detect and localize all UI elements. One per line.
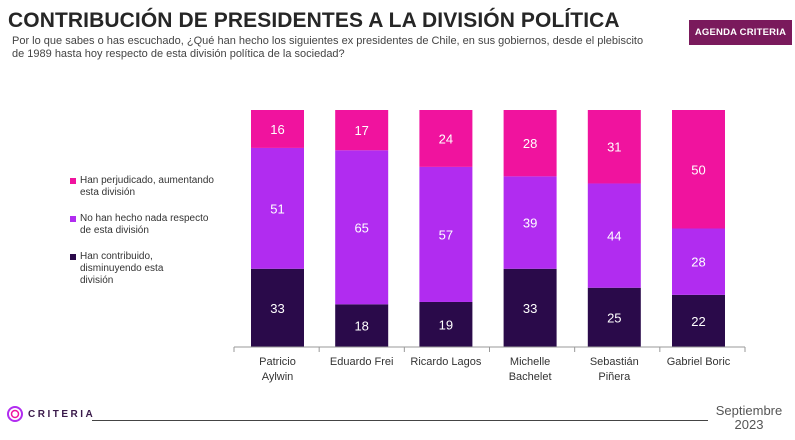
legend-item-perjudicado: Han perjudicado, aumentando esta divisió…: [70, 175, 245, 199]
bar-segment-no-hecho-2: [419, 166, 473, 302]
bar-segment-perjudicado-2: [419, 110, 473, 167]
data-label-contribuido-4: 25: [607, 310, 621, 325]
bar-segment-no-hecho-3: [503, 176, 557, 269]
data-label-no-hecho-0: 51: [270, 201, 284, 216]
date-label: Septiembre 2023: [706, 404, 792, 432]
criteria-logo-icon: [7, 406, 23, 422]
data-label-no-hecho-4: 44: [607, 229, 621, 244]
criteria-logo: CRITERIA: [6, 405, 95, 423]
data-label-no-hecho-5: 28: [691, 255, 705, 270]
data-label-perjudicado-4: 31: [607, 140, 621, 155]
data-label-contribuido-0: 33: [270, 301, 284, 316]
legend-label-no-hecho: No han hecho nada respecto de esta divis…: [80, 213, 209, 236]
bar-segment-contribuido-4: [587, 287, 641, 347]
bar-segment-no-hecho-5: [672, 228, 725, 295]
data-label-contribuido-3: 33: [523, 301, 537, 316]
legend-label-contribuido: Han contribuido, disminuyendo esta divis…: [80, 251, 164, 286]
legend-item-no-hecho: No han hecho nada respecto de esta divis…: [70, 213, 245, 237]
bar-segment-contribuido-1: [335, 304, 389, 347]
bar-segment-perjudicado-1: [335, 110, 389, 151]
chart-subtitle: Por lo que sabes o has escuchado, ¿Qué h…: [12, 35, 644, 60]
bars-group: 33 51 16 18 65 17 19 57 24 33 39 28 25 44 31 22 28 50: [251, 110, 725, 347]
bar-segment-perjudicado-5: [672, 110, 725, 229]
bar-segment-perjudicado-3: [503, 110, 557, 177]
agenda-criteria-badge: AGENDA CRITERIA: [689, 20, 792, 45]
data-label-contribuido-5: 22: [691, 314, 705, 329]
date-month: Septiembre: [715, 403, 783, 418]
category-label-3: Michelle Bachelet: [509, 356, 552, 383]
bar-segment-contribuido-0: [251, 268, 304, 347]
bar-segment-contribuido-3: [503, 268, 557, 347]
category-label-1: Eduardo Frei: [330, 356, 394, 368]
bar-segment-perjudicado-4: [587, 110, 641, 184]
data-label-no-hecho-1: 65: [354, 220, 368, 235]
data-label-no-hecho-2: 57: [439, 227, 453, 242]
category-label-0: Patricio Aylwin: [259, 356, 296, 383]
category-label-2: Ricardo Lagos: [410, 356, 481, 368]
data-label-no-hecho-3: 39: [523, 216, 537, 231]
bar-segment-no-hecho-0: [251, 147, 304, 269]
bar-segment-perjudicado-0: [251, 110, 304, 148]
legend: Han perjudicado, aumentando esta divisió…: [70, 175, 245, 301]
legend-label-perjudicado: Han perjudicado, aumentando esta divisió…: [80, 175, 214, 198]
chart-title: CONTRIBUCIÓN DE PRESIDENTES A LA DIVISIÓ…: [8, 9, 620, 32]
bar-segment-no-hecho-4: [587, 183, 641, 288]
data-label-perjudicado-5: 50: [691, 162, 705, 177]
data-label-contribuido-2: 19: [439, 317, 453, 332]
data-label-perjudicado-0: 16: [270, 122, 284, 137]
category-label-5: Gabriel Boric: [667, 356, 731, 368]
data-label-perjudicado-3: 28: [523, 136, 537, 151]
legend-item-contribuido: Han contribuido, disminuyendo esta divis…: [70, 251, 245, 287]
category-labels-group: Patricio Aylwin Eduardo Frei Ricardo Lagos M…: [233, 346, 746, 383]
bar-segment-contribuido-2: [419, 301, 473, 347]
logo-text: CRITERIA: [28, 408, 96, 420]
bar-segment-contribuido-5: [672, 294, 725, 347]
data-label-perjudicado-1: 17: [354, 123, 368, 138]
category-label-4: Sebastián Piñera: [590, 356, 639, 383]
data-label-contribuido-1: 18: [354, 319, 368, 334]
data-label-perjudicado-2: 24: [439, 131, 453, 146]
legend-swatch-contribuido: [70, 254, 76, 260]
legend-swatch-no-hecho: [70, 216, 76, 222]
bar-segment-no-hecho-1: [335, 150, 389, 305]
legend-swatch-perjudicado: [70, 178, 76, 184]
date-year: 2023: [734, 417, 764, 432]
footer-divider: [92, 420, 708, 421]
